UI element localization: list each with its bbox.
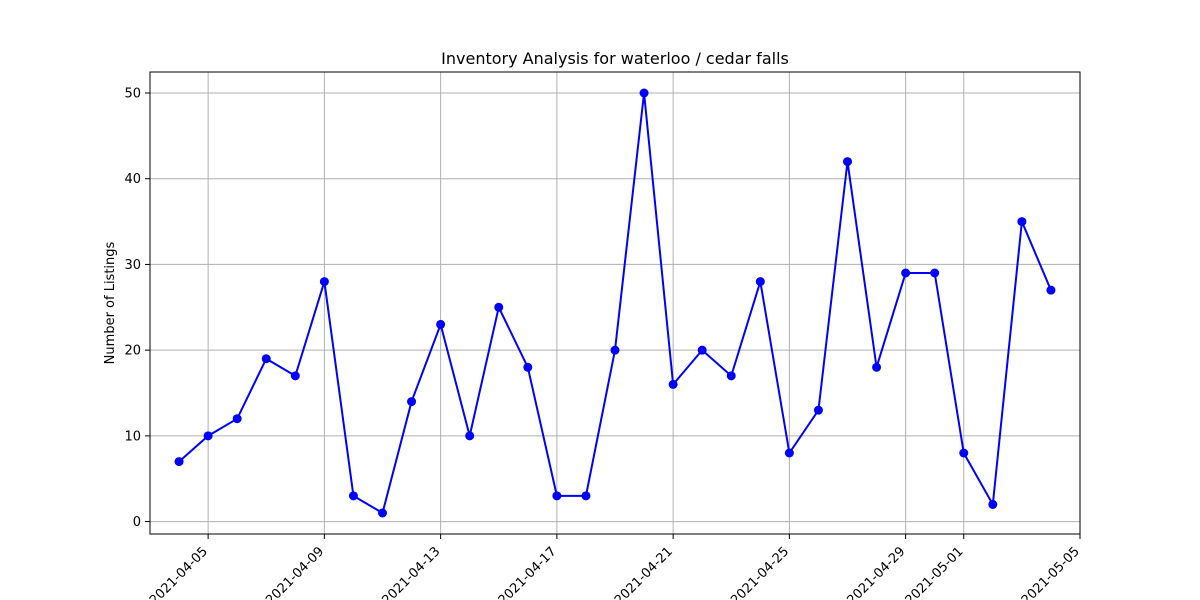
data-point (1017, 217, 1027, 227)
data-point (465, 431, 475, 441)
data-point (784, 448, 794, 458)
y-tick-label: 0 (133, 515, 141, 530)
y-tick-label: 20 (124, 344, 141, 359)
data-point (232, 414, 242, 424)
x-tick-label: 2021-04-05 (147, 544, 211, 600)
data-point (755, 277, 765, 287)
chart-title: Inventory Analysis for waterloo / cedar … (441, 49, 789, 68)
data-point (523, 362, 533, 372)
data-point (988, 499, 998, 509)
data-point (348, 491, 358, 501)
data-point (668, 379, 678, 389)
data-point (901, 268, 911, 278)
data-point (813, 405, 823, 415)
data-point (436, 319, 446, 329)
data-point (407, 397, 417, 407)
data-point (203, 431, 213, 441)
x-tick-label: 2021-05-01 (903, 544, 967, 600)
x-tick-label: 2021-04-21 (612, 544, 676, 600)
data-point (610, 345, 620, 355)
data-point (930, 268, 940, 278)
data-point (552, 491, 562, 501)
data-point (726, 371, 736, 381)
data-point (639, 88, 649, 98)
data-point (494, 302, 504, 312)
y-tick-label: 40 (124, 172, 141, 187)
data-point (959, 448, 969, 458)
x-tick-label: 2021-04-13 (379, 544, 443, 600)
axis-ticks: 2021-04-05 2021-04-09 2021-04-13 2021-04-17… (124, 87, 1082, 600)
data-point (872, 362, 882, 372)
data-point (378, 508, 387, 518)
y-tick-label: 10 (124, 429, 141, 444)
x-tick-label: 2021-04-29 (844, 544, 908, 600)
y-tick-label: 50 (124, 87, 141, 102)
series-listings (174, 88, 1056, 518)
x-tick-label: 2021-05-05 (1019, 544, 1083, 600)
x-tick-label: 2021-04-09 (263, 544, 327, 600)
plot-frame (149, 71, 1081, 535)
x-tick-label: 2021-04-25 (728, 544, 792, 600)
series-line (178, 92, 1052, 515)
x-tick-label: 2021-04-17 (496, 544, 560, 600)
y-tick-label: 30 (124, 258, 141, 273)
data-point (581, 491, 591, 501)
data-point (174, 457, 184, 467)
data-point (261, 354, 271, 364)
y-axis-label: Number of Listings (103, 241, 118, 364)
data-point (290, 371, 300, 381)
grid (150, 72, 1081, 534)
data-point (319, 277, 329, 287)
data-point (843, 157, 852, 167)
data-point (1046, 285, 1056, 295)
data-point (697, 345, 707, 355)
